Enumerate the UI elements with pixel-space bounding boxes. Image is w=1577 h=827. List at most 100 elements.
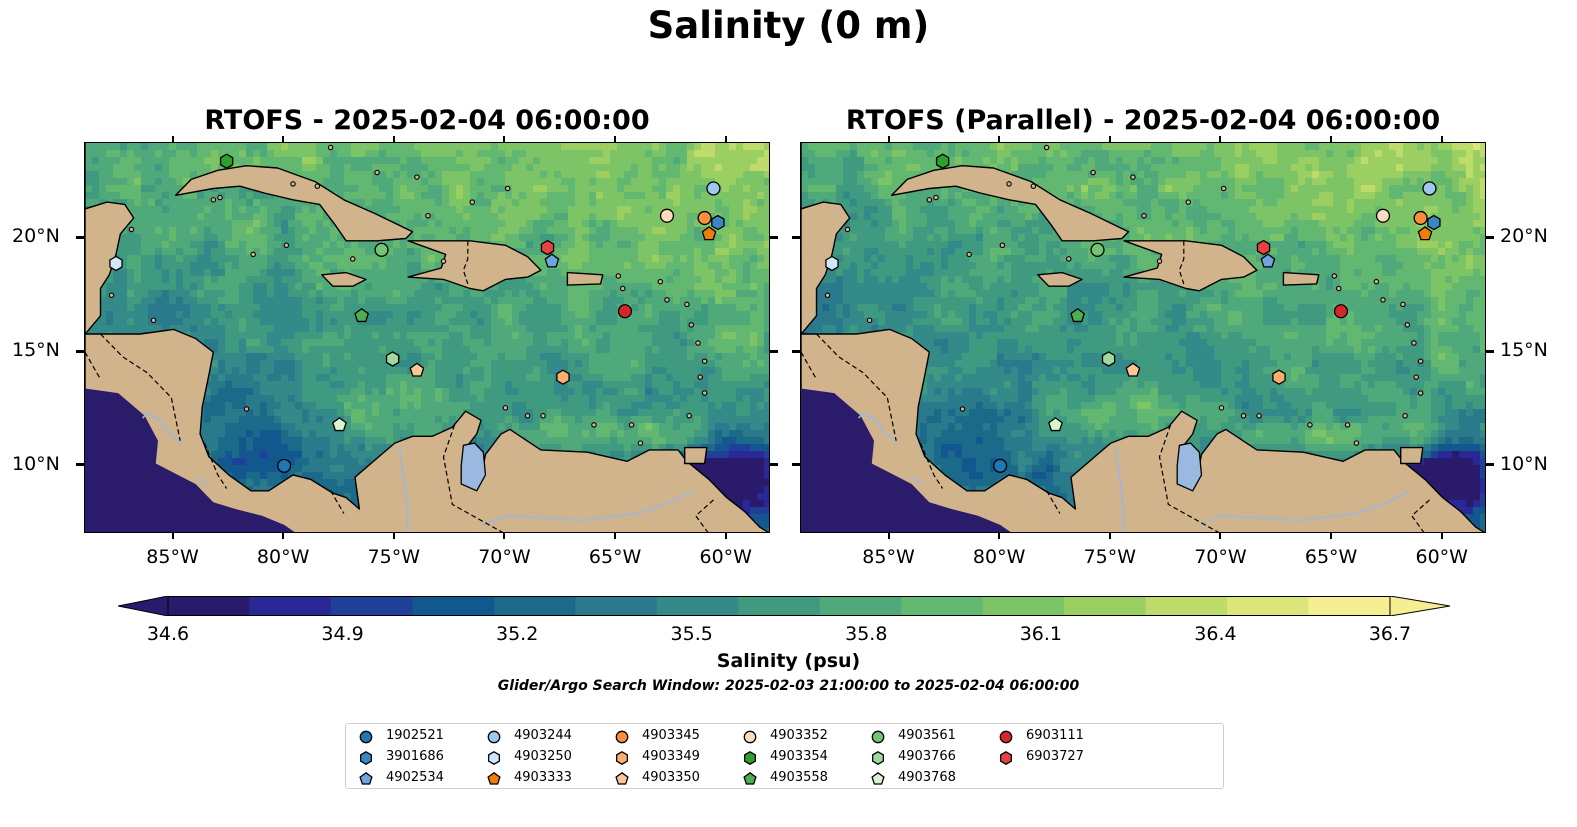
colorbar-tick-label: 36.7 [1368,623,1412,645]
river-line [195,476,208,485]
small-island [628,422,635,428]
float-marker-4903352 [1375,208,1391,223]
legend-marker-pentagon [743,771,757,785]
landmass-cuba [891,165,1130,242]
lon-tick-label: 60°W [1415,546,1468,568]
lon-tick-label: 65°W [1304,546,1358,568]
float-marker-4903333 [1417,226,1433,241]
small-island [1331,273,1338,279]
lon-tick-mark [1108,136,1111,142]
colorbar-segment [575,596,658,616]
float-marker-6903727 [1256,239,1271,256]
legend-marker-pentagon [359,771,373,785]
small-island [1030,183,1037,189]
float-marker-4903345 [697,210,712,226]
legend-label: 6903727 [1026,749,1084,764]
small-island [414,174,420,180]
small-island [290,181,296,187]
float-marker-4903768 [332,417,347,432]
lon-tick-label: 75°W [1083,546,1137,568]
small-island [250,251,256,258]
float-legend: 1902521 3901686 4902534 4903244 4903250 49033… [345,723,1224,789]
river-line [482,490,694,526]
river-line [141,412,183,444]
small-island [664,297,670,303]
small-island [540,413,546,419]
lat-tick-mark [770,235,778,239]
lon-tick-mark [171,136,174,142]
float-marker-4903250 [109,255,123,272]
pacific-ocean-overlay [85,388,295,532]
small-island [933,194,939,201]
legend-marker-circle [999,730,1013,744]
pacific-ocean-overlay [801,388,1011,532]
lat-tick-mark [76,463,84,467]
legend-label: 4903250 [514,749,572,764]
legend-marker-hexagon [999,751,1013,765]
lake-maracaibo [1176,442,1203,492]
lon-tick-mark [392,533,395,539]
lon-tick-mark [171,533,174,539]
small-island [524,413,531,419]
river-line [911,476,924,485]
float-marker-6903111 [1333,304,1349,319]
small-island [243,406,250,412]
lat-tick-label: 20°N [12,225,60,248]
lon-tick-mark [998,136,1001,142]
float-marker-4903766 [1101,351,1116,367]
float-marker-1902521 [993,458,1008,473]
colorbar-extend-high [1389,596,1450,616]
legend-label: 4903768 [898,770,956,785]
colorbar-tick-label: 36.1 [1019,623,1062,645]
float-marker-4903352 [659,208,675,223]
small-island [425,212,431,219]
small-island [1380,297,1386,303]
landmass-hisp [407,240,542,292]
float-marker-4903766 [385,351,400,367]
lat-tick-mark [792,349,800,353]
float-marker-3901686 [1427,214,1441,231]
landmass-hisp [1123,240,1258,292]
small-island [657,278,664,285]
colorbar-segment [656,596,739,616]
small-island [327,144,334,151]
colorbar-segment [1064,596,1147,616]
small-island [701,358,708,364]
legend-label: 4903244 [514,728,572,743]
border-line [100,333,181,441]
small-island [1156,258,1163,264]
legend-marker-pentagon [871,771,885,785]
colorbar-frame [167,596,1391,616]
salinity-map-svg [801,143,1485,532]
lon-tick-label: 65°W [588,546,642,568]
float-marker-4903345 [1413,210,1428,226]
small-island [1218,405,1225,411]
lon-tick-mark [614,136,617,142]
float-marker-6903727 [540,239,555,256]
small-island [684,301,690,308]
river-line [398,445,409,532]
border-line [919,442,944,489]
lon-tick-label: 85°W [862,546,915,568]
float-marker-3901686 [711,214,725,231]
legend-marker-circle [359,730,373,744]
lat-tick-mark [76,235,84,239]
border-line [203,442,228,489]
small-island [686,413,692,419]
float-marker-4903349 [1272,369,1286,385]
small-island [1240,413,1247,419]
landmass-pr [566,271,604,286]
small-island [504,185,511,192]
small-island [150,317,157,324]
small-island [619,285,626,292]
lat-tick-mark [1486,463,1494,467]
legend-label: 4902534 [386,770,444,785]
small-island [314,183,321,189]
lat-tick-label: 20°N [1500,225,1548,248]
colorbar-tick-label: 35.2 [495,623,539,645]
legend-label: 4903345 [642,728,700,743]
legend-marker-circle [615,730,629,744]
lat-tick-label: 10°N [12,452,60,475]
float-marker-4903244 [1422,181,1437,196]
landmass-trinidad [1400,446,1424,465]
